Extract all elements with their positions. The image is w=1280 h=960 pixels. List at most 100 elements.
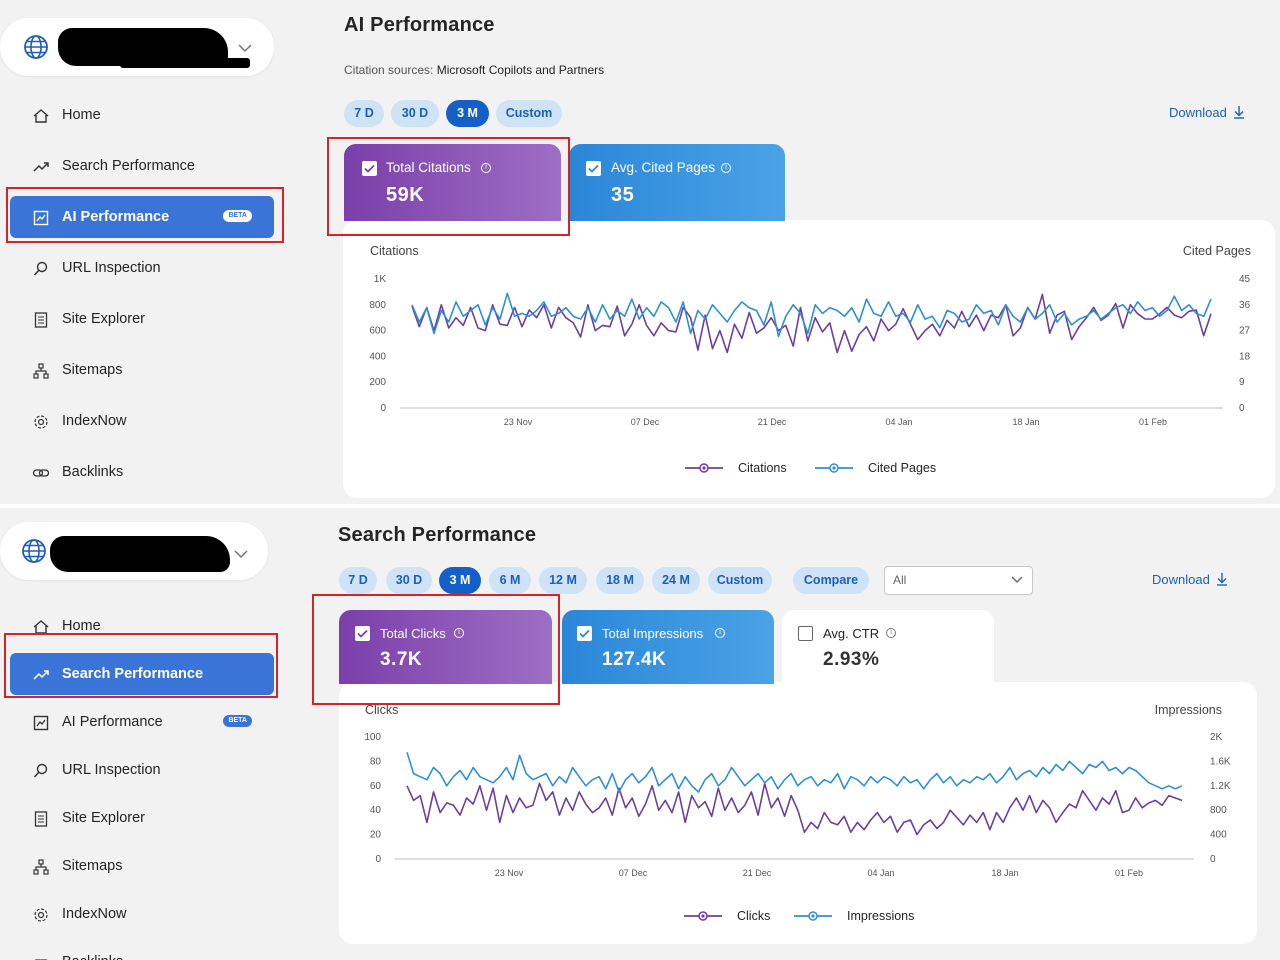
metric-value: 59K xyxy=(386,184,425,206)
y-tick-right: 2K xyxy=(1210,732,1223,743)
ai-performance-panel: Home Search Performance AI Performance BETA… xyxy=(0,14,1275,498)
sidebar-item-sitemaps[interactable]: Sitemaps xyxy=(10,845,274,887)
x-tick: 07 Dec xyxy=(619,868,648,878)
sidebar-item-indexnow[interactable]: IndexNow xyxy=(10,400,274,442)
range-6m[interactable]: 6 M xyxy=(489,567,531,594)
filter-value: All xyxy=(893,573,907,587)
sidebar-item-ai-performance[interactable]: AI Performance BETA xyxy=(10,701,274,743)
site-selector[interactable] xyxy=(0,522,268,580)
sidebar-item-site-explorer[interactable]: Site Explorer xyxy=(10,298,274,340)
check-icon xyxy=(364,164,375,173)
gear-icon xyxy=(34,908,48,922)
sidebar-item-ai-performance[interactable]: AI Performance BETA xyxy=(10,196,274,238)
y-tick-left: 0 xyxy=(380,403,386,414)
checkbox-avg-ctr[interactable] xyxy=(798,626,813,641)
x-tick: 18 Jan xyxy=(1012,417,1039,427)
range-24m[interactable]: 24 M xyxy=(652,567,700,594)
range-7d[interactable]: 7 D xyxy=(339,567,377,594)
download-label: Download xyxy=(1169,105,1227,120)
metric-card-total-citations[interactable]: Total Citations i 59K xyxy=(344,144,561,221)
range-custom[interactable]: Custom xyxy=(708,567,772,594)
range-7d[interactable]: 7 D xyxy=(344,100,384,127)
metric-card-total-impressions[interactable]: Total Impressions i 127.4K xyxy=(562,610,774,684)
y-tick-right: 45 xyxy=(1239,274,1251,285)
checkbox-total-citations[interactable] xyxy=(362,161,377,176)
metric-value: 3.7K xyxy=(380,649,423,670)
range-3m[interactable]: 3 M xyxy=(446,100,489,127)
metric-value: 35 xyxy=(611,184,635,206)
info-icon[interactable]: i xyxy=(454,628,464,638)
range-30d[interactable]: 30 D xyxy=(386,567,432,594)
sitemap-icon xyxy=(33,859,49,875)
metric-title: Total Clicks xyxy=(380,626,446,641)
sidebar-item-url-inspection[interactable]: URL Inspection xyxy=(10,247,274,289)
chevron-down-icon[interactable] xyxy=(236,42,254,54)
download-link[interactable]: Download xyxy=(1152,572,1228,587)
legend-marker-dot-impressions xyxy=(811,914,815,918)
info-icon[interactable]: i xyxy=(886,628,896,638)
sidebar-item-label: Backlinks xyxy=(62,954,123,960)
download-link[interactable]: Download xyxy=(1169,105,1245,120)
y-tick-left: 1K xyxy=(374,274,387,285)
sidebar-item-sitemaps[interactable]: Sitemaps xyxy=(10,349,274,391)
sidebar-item-home[interactable]: Home xyxy=(10,605,274,647)
series-line-impressions xyxy=(406,752,1183,793)
range-12m[interactable]: 12 M xyxy=(539,567,587,594)
sidebar-item-backlinks[interactable]: Backlinks xyxy=(10,941,274,960)
legend-marker-dot-citations xyxy=(702,466,706,470)
range-18m[interactable]: 18 M xyxy=(596,567,644,594)
chevron-down-icon[interactable] xyxy=(232,548,250,560)
checkbox-total-clicks[interactable] xyxy=(355,626,370,641)
beta-badge: BETA xyxy=(223,715,252,727)
highlight-box-card xyxy=(312,594,560,705)
sidebar-item-search-performance[interactable]: Search Performance xyxy=(10,653,274,695)
y-tick-right: 800 xyxy=(1210,805,1227,816)
site-selector[interactable] xyxy=(0,18,274,76)
x-tick: 07 Dec xyxy=(631,417,660,427)
trend-icon xyxy=(33,670,49,680)
info-icon[interactable]: i xyxy=(715,628,725,638)
checkbox-total-impressions[interactable] xyxy=(577,626,592,641)
y-axis-title-left: Citations xyxy=(370,244,419,258)
sidebar-item-site-explorer[interactable]: Site Explorer xyxy=(10,797,274,839)
info-icon[interactable]: i xyxy=(481,163,491,173)
series-line-clicks xyxy=(406,782,1183,836)
sidebar-item-url-inspection[interactable]: URL Inspection xyxy=(10,749,274,791)
page-title: Search Performance xyxy=(338,524,537,546)
metric-card-avg-ctr[interactable]: Avg. CTR i 2.93% xyxy=(782,610,994,684)
page-title: AI Performance xyxy=(344,14,495,36)
metric-value: 127.4K xyxy=(602,649,667,670)
sidebar-item-backlinks[interactable]: Backlinks xyxy=(10,451,274,493)
trend-icon xyxy=(33,162,49,172)
range-30d[interactable]: 30 D xyxy=(391,100,439,127)
sidebar-item-search-performance[interactable]: Search Performance xyxy=(10,145,274,187)
sidebar-item-label: AI Performance xyxy=(62,714,163,730)
y-tick-right: 27 xyxy=(1239,326,1251,337)
document-icon xyxy=(34,811,48,827)
sidebar-item-indexnow[interactable]: IndexNow xyxy=(10,893,274,935)
gear-icon xyxy=(34,415,48,429)
y-tick-right: 400 xyxy=(1210,830,1227,841)
link-icon xyxy=(34,959,48,960)
checkbox-avg-cited-pages[interactable] xyxy=(586,161,601,176)
sidebar-item-label: AI Performance xyxy=(62,209,170,225)
filter-dropdown[interactable]: All xyxy=(884,566,1033,595)
sidebar-item-home[interactable]: Home xyxy=(10,94,274,136)
y-tick-left: 20 xyxy=(370,830,382,841)
metric-card-avg-cited-pages[interactable]: Avg. Cited Pages i 35 xyxy=(569,144,785,221)
y-tick-left: 400 xyxy=(369,351,386,362)
clicks-chart: Clicks Impressions 0 0 20 400 40 800 60 1.2K 80 1.6… xyxy=(339,682,1257,944)
sidebar-item-label: Site Explorer xyxy=(62,311,146,327)
info-icon[interactable]: i xyxy=(721,163,731,173)
range-custom[interactable]: Custom xyxy=(496,100,562,127)
compare-button[interactable]: Compare xyxy=(793,567,869,594)
highlight-box-nav xyxy=(6,187,284,243)
citation-sources-value: Microsoft Copilots and Partners xyxy=(436,63,605,77)
range-3m[interactable]: 3 M xyxy=(439,567,481,594)
sidebar-item-label: Site Explorer xyxy=(62,810,146,826)
y-tick-right: 1.6K xyxy=(1210,756,1231,767)
metric-title: Total Citations xyxy=(386,160,471,175)
y-tick-right: 0 xyxy=(1239,403,1245,414)
y-tick-right: 9 xyxy=(1239,377,1245,388)
metric-card-total-clicks[interactable]: Total Clicks i 3.7K xyxy=(339,610,552,684)
